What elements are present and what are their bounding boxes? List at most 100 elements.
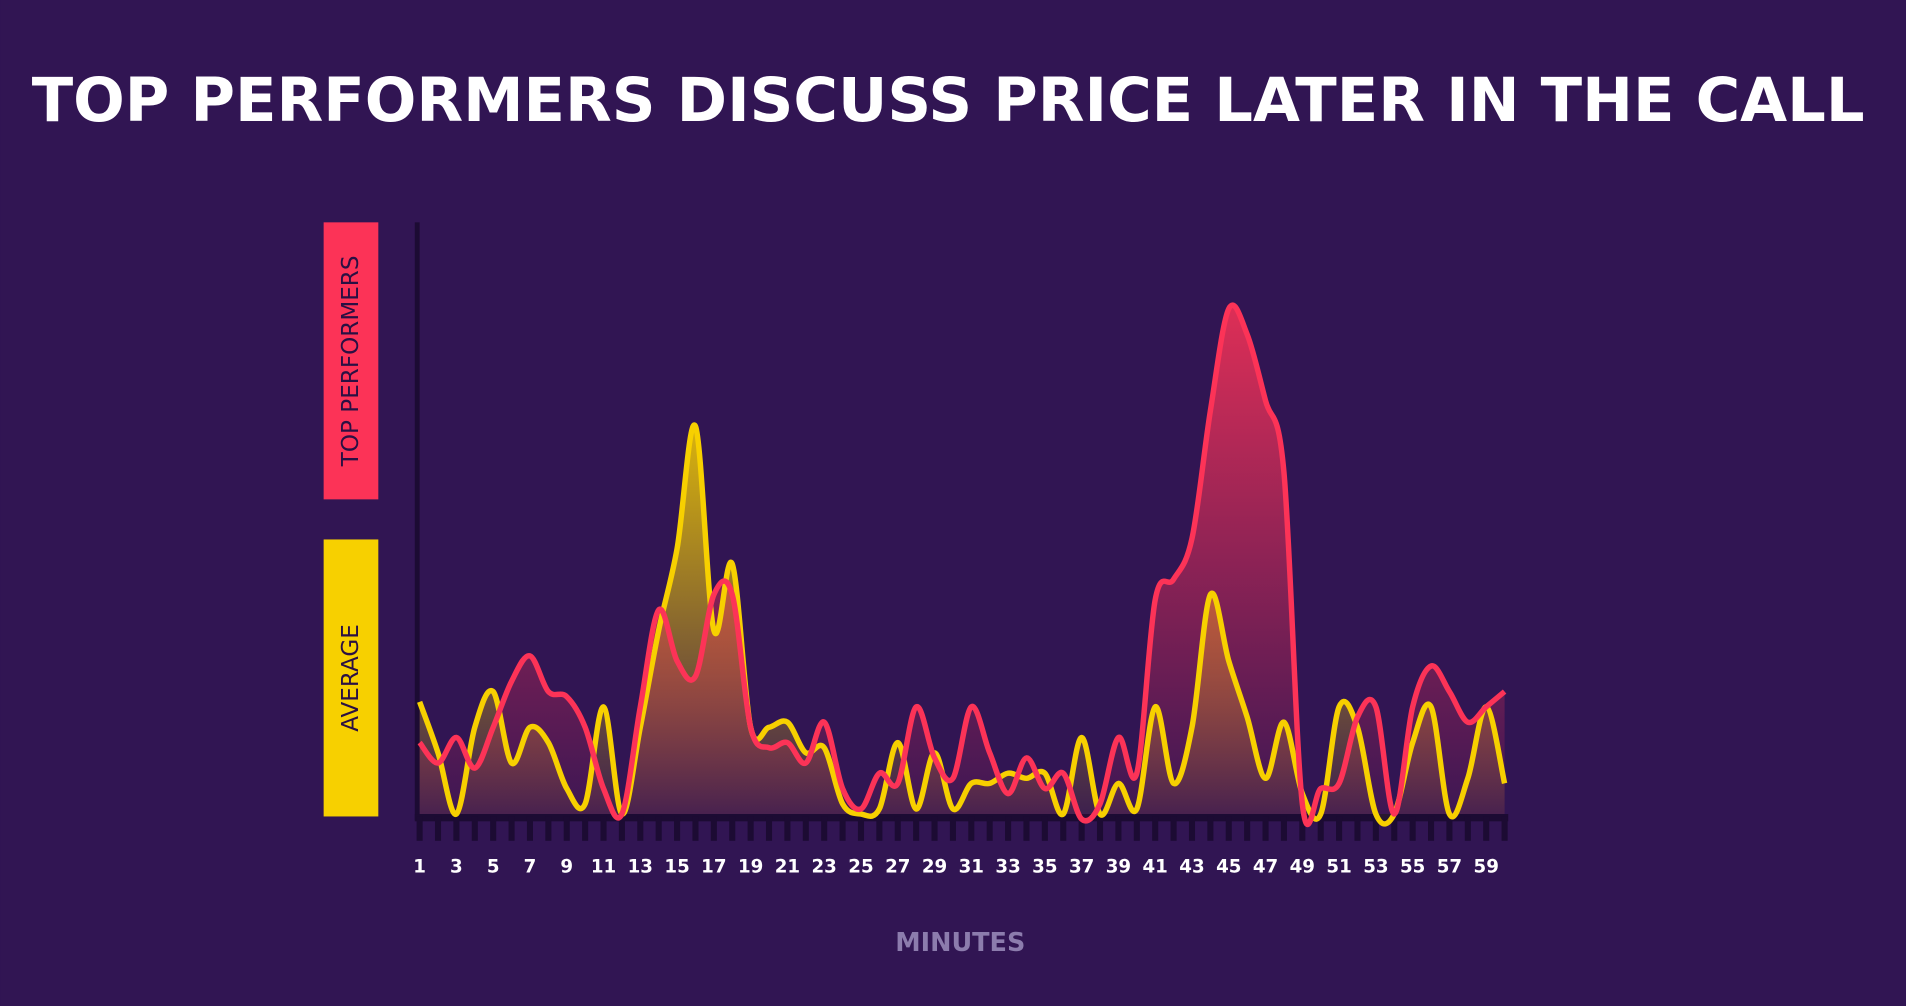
x-tick-label: 39: [1106, 856, 1131, 877]
x-tick-label: 3: [450, 856, 463, 877]
tick-mark: [618, 816, 625, 841]
x-tick-label: 9: [560, 856, 573, 877]
tick-mark: [655, 816, 662, 841]
tick-mark: [674, 816, 681, 841]
tick-mark: [784, 816, 791, 841]
x-tick-label: 15: [664, 856, 689, 877]
tick-mark: [839, 816, 846, 841]
x-tick-label: 23: [812, 856, 837, 877]
tick-mark: [1188, 816, 1196, 841]
tick-mark: [1225, 816, 1232, 841]
tick-mark: [1317, 816, 1324, 841]
tick-mark: [490, 816, 497, 841]
legend-label: AVERAGE: [338, 624, 364, 732]
x-tick-label: 29: [922, 856, 947, 877]
tick-mark: [1133, 816, 1140, 841]
tick-mark: [1078, 816, 1085, 841]
tick-mark: [1060, 816, 1067, 841]
x-tick-label: 11: [591, 856, 616, 877]
tick-mark: [821, 816, 828, 841]
x-tick-label: 33: [995, 856, 1020, 877]
tick-mark: [1096, 816, 1104, 841]
tick-mark: [545, 816, 552, 841]
x-tick-label: 35: [1032, 856, 1057, 877]
tick-mark: [765, 816, 773, 841]
x-tick-label: 37: [1069, 856, 1094, 877]
series-line: [417, 302, 1507, 827]
x-tick-label: 19: [738, 856, 763, 877]
tick-mark: [416, 816, 423, 841]
tick-mark: [600, 816, 607, 841]
tick-mark: [802, 816, 809, 841]
chart-title: TOP PERFORMERS DISCUSS PRICE LATER IN TH…: [32, 66, 1865, 136]
tick-mark: [1115, 816, 1122, 841]
x-tick-label: 51: [1326, 856, 1351, 877]
tick-mark: [1023, 816, 1030, 841]
tick-mark: [563, 816, 570, 841]
tick-mark: [747, 816, 754, 841]
tick-mark: [1005, 816, 1012, 841]
tick-mark: [1372, 816, 1379, 841]
tick-mark: [1244, 816, 1251, 841]
tick-mark: [1170, 816, 1177, 841]
tick-mark: [1483, 816, 1490, 841]
tick-mark: [637, 816, 644, 841]
tick-mark: [913, 816, 920, 841]
tick-mark: [857, 816, 865, 841]
x-tick-label: 59: [1474, 856, 1499, 877]
tick-mark: [931, 816, 938, 841]
series-line: [417, 422, 1508, 827]
tick-mark: [1391, 816, 1398, 841]
tick-mark: [968, 816, 975, 841]
tick-mark: [986, 816, 993, 841]
tick-mark: [1041, 816, 1048, 841]
tick-mark: [1501, 816, 1508, 841]
series-area: [419, 305, 1505, 825]
x-tick-label: 53: [1363, 856, 1388, 877]
tick-mark: [1280, 816, 1287, 841]
tick-mark: [453, 816, 460, 841]
tick-mark: [692, 816, 699, 841]
legend-label: TOP PERFORMERS: [338, 255, 364, 467]
y-axis-line: [414, 222, 420, 821]
tick-mark: [471, 816, 478, 841]
x-tick-label: 49: [1290, 856, 1315, 877]
tick-mark: [1207, 816, 1214, 841]
tick-mark: [1409, 816, 1416, 841]
x-tick-label: 21: [775, 856, 800, 877]
tick-mark: [1354, 816, 1361, 841]
tick-mark: [729, 816, 736, 841]
x-tick-label: 5: [487, 856, 500, 877]
legend-swatch: [323, 222, 379, 500]
tick-mark: [434, 816, 442, 841]
tick-mark: [1262, 816, 1269, 841]
tick-mark: [1152, 816, 1159, 841]
x-tick-label: 27: [885, 856, 910, 877]
tick-mark: [1446, 816, 1453, 841]
x-tick-label: 47: [1253, 856, 1278, 877]
x-tick-label: 25: [848, 856, 873, 877]
x-tick-label: 1: [413, 856, 426, 877]
x-tick-label: 43: [1179, 856, 1204, 877]
tick-mark: [876, 816, 883, 841]
tick-mark: [1299, 816, 1306, 841]
tick-mark: [1464, 816, 1471, 841]
x-tick-label: 57: [1437, 856, 1462, 877]
x-axis-band: [414, 814, 1509, 822]
tick-mark: [710, 816, 717, 841]
x-tick-label: 41: [1143, 856, 1168, 877]
tick-mark: [1336, 816, 1343, 841]
tick-mark: [526, 816, 533, 841]
tick-mark: [582, 816, 589, 841]
tick-mark: [508, 816, 515, 841]
x-tick-label: 13: [628, 856, 653, 877]
x-tick-label: 55: [1400, 856, 1425, 877]
x-axis-label: MINUTES: [895, 928, 1025, 958]
x-tick-label: 17: [701, 856, 726, 877]
tick-mark: [1428, 816, 1435, 841]
x-tick-label: 45: [1216, 856, 1241, 877]
tick-mark: [949, 816, 956, 841]
